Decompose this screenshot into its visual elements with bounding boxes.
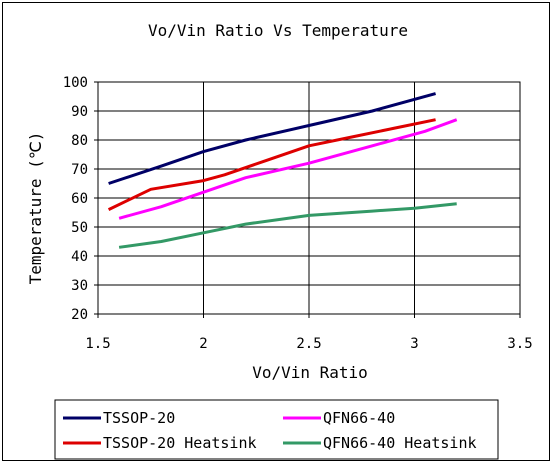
x-tick-label: 3	[410, 336, 418, 352]
y-tick-label: 100	[63, 75, 88, 91]
y-tick-label: 40	[71, 249, 88, 265]
y-axis-ticks: 20 30 40 50 60 70 80 90 100	[63, 75, 98, 323]
series-line-tssop-20	[108, 92, 436, 185]
legend-label: TSSOP-20 Heatsink	[103, 434, 257, 452]
legend-label: QFN66-40	[323, 409, 395, 427]
chart-title: Vo/Vin Ratio Vs Temperature	[148, 21, 408, 40]
legend-box	[54, 399, 499, 460]
series-lines	[107, 92, 458, 249]
line-chart: Vo/Vin Ratio Vs Temperature 20 30 40 50 60 70…	[26, 21, 533, 460]
x-tick-label: 2	[199, 336, 207, 352]
y-tick-label: 60	[71, 191, 88, 207]
y-tick-label: 80	[71, 133, 88, 149]
x-axis-label: Vo/Vin Ratio	[252, 363, 368, 382]
series-line-qfn66-40-heatsink	[118, 202, 457, 249]
chart-frame: Vo/Vin Ratio Vs Temperature 20 30 40 50 60 70…	[2, 2, 550, 461]
y-tick-label: 90	[71, 104, 88, 120]
y-tick-label: 30	[71, 278, 88, 294]
series-line-tssop-20-heatsink	[107, 118, 436, 211]
series-line-qfn66-40	[118, 118, 458, 220]
y-axis-label: Temperature (℃)	[26, 132, 45, 285]
legend-label: TSSOP-20	[103, 409, 175, 427]
x-tick-label: 2.5	[296, 336, 321, 352]
legend-label: QFN66-40 Heatsink	[323, 434, 477, 452]
x-axis-ticks: 1.5 2 2.5 3 3.5	[85, 314, 533, 352]
y-tick-label: 20	[71, 307, 88, 323]
x-tick-label: 3.5	[507, 336, 532, 352]
legend: TSSOP-20 QFN66-40 TSSOP-20 Heatsink QFN66-4…	[54, 399, 499, 460]
y-tick-label: 50	[71, 220, 88, 236]
grid-lines	[97, 81, 521, 315]
y-tick-label: 70	[71, 162, 88, 178]
x-tick-label: 1.5	[85, 336, 110, 352]
